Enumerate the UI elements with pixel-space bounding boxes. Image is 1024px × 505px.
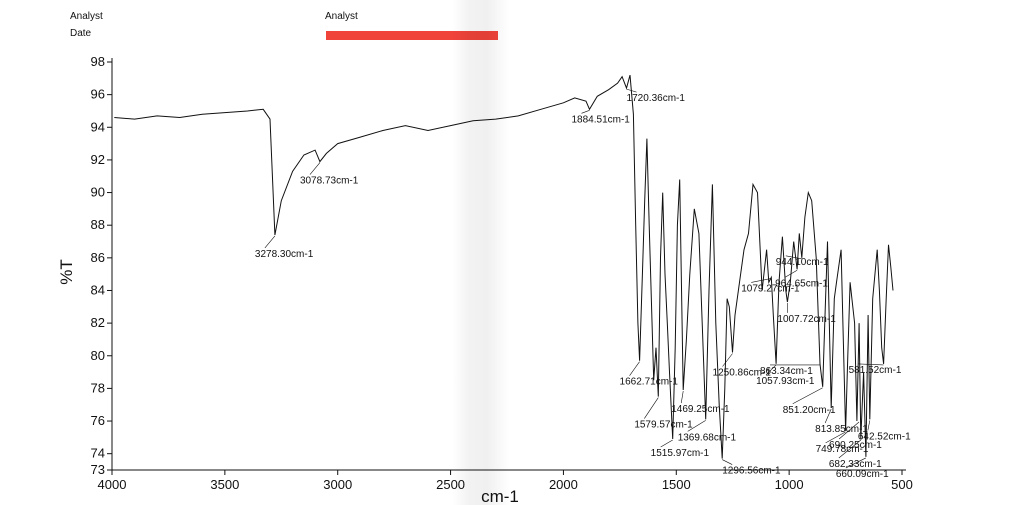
peak-label: 1515.97cm-1 <box>651 448 710 459</box>
peak-label: 1007.72cm-1 <box>777 314 836 325</box>
spectrum-line <box>114 74 894 459</box>
x-tick-label: 2500 <box>436 477 465 492</box>
peak-leader-line <box>751 278 772 283</box>
peak-leader-line <box>626 88 637 93</box>
y-tick-label: 73 <box>91 462 105 477</box>
peak-label: 851.20cm-1 <box>783 405 836 416</box>
peak-label: 1079.27cm-1 <box>741 283 800 294</box>
peak-leader-line <box>824 408 832 424</box>
peak-leader-line <box>687 420 706 432</box>
peak-leader-line <box>722 459 733 465</box>
peak-label: 3078.73cm-1 <box>300 176 359 187</box>
x-tick-label: 500 <box>891 477 913 492</box>
peak-leader-line <box>838 421 860 440</box>
x-tick-label: 3500 <box>210 477 239 492</box>
header-analyst-label: Analyst <box>70 11 103 22</box>
y-tick-label: 78 <box>91 380 105 395</box>
peak-label: 682.33cm-1 <box>829 459 882 470</box>
peak-leader-line <box>845 457 866 469</box>
peak-label: 690.25cm-1 <box>829 440 882 451</box>
peak-label: 1469.25cm-1 <box>671 404 730 415</box>
peak-leader-line <box>784 270 798 278</box>
scan-shadow <box>452 0 510 505</box>
peak-label: 1884.51cm-1 <box>571 114 630 125</box>
peak-label: 3278.30cm-1 <box>255 249 314 260</box>
peak-leader-line <box>680 390 684 404</box>
x-tick-label: 1500 <box>662 477 691 492</box>
peak-leader-line <box>792 387 823 405</box>
peak-label: 944.10cm-1 <box>776 257 829 268</box>
peak-annotations: 3278.30cm-1 3078.73cm-1 1884.51cm-1 1720.36… <box>255 88 911 480</box>
peak-leader-line <box>660 439 673 448</box>
peak-label: 1662.71cm-1 <box>620 377 679 388</box>
peak-leader-line <box>858 363 884 366</box>
y-tick-label: 82 <box>91 315 105 330</box>
peak-leader-line <box>629 361 640 376</box>
peak-label: 863.34cm-1 <box>760 366 813 377</box>
y-tick-label: 96 <box>91 87 105 102</box>
y-tick-label: 88 <box>91 217 105 232</box>
y-tick-label: 80 <box>91 348 105 363</box>
x-tick-label: 4000 <box>98 477 127 492</box>
y-tick-label: 90 <box>91 185 105 200</box>
peak-label: 1369.68cm-1 <box>678 432 737 443</box>
peak-label: 1296.56cm-1 <box>722 466 781 477</box>
peak-leader-line <box>867 420 871 431</box>
peak-leader-line <box>765 364 777 376</box>
redaction-bar <box>326 31 498 40</box>
peak-leader-line <box>309 162 321 175</box>
peak-leader-line <box>838 439 862 459</box>
peak-label: 964.65cm-1 <box>775 278 828 289</box>
y-tick-label: 76 <box>91 413 105 428</box>
peak-label: 1579.57cm-1 <box>634 420 693 431</box>
y-tick-label: 94 <box>91 119 105 134</box>
peak-label: 749.78cm-1 <box>816 444 869 455</box>
peak-leader-line <box>644 397 659 419</box>
y-axis-title: %T <box>57 259 76 285</box>
header-analyst-center: Analyst <box>325 11 358 22</box>
x-axis-title: cm-1 <box>481 487 519 505</box>
peak-label: 1250.86cm-1 <box>713 367 772 378</box>
peak-label: 642.52cm-1 <box>858 431 911 442</box>
peak-label: 581.52cm-1 <box>849 365 902 376</box>
peak-leader-line <box>825 431 846 444</box>
y-tick-label: 74 <box>91 446 105 461</box>
chart-axes <box>111 58 906 471</box>
y-tick-label: 84 <box>91 282 105 297</box>
peak-label: 813.85cm-1 <box>815 424 868 435</box>
peak-leader-line <box>785 255 802 260</box>
y-tick-label: 86 <box>91 250 105 265</box>
peak-leader-line <box>722 353 733 367</box>
x-tick-label: 2000 <box>549 477 578 492</box>
y-tick-label: 92 <box>91 152 105 167</box>
y-tick-label: 98 <box>91 54 105 69</box>
peak-leader-line <box>264 235 276 249</box>
peak-label: 1720.36cm-1 <box>627 93 686 104</box>
x-axis-ticks: 4000 3500 3000 2500 2000 1500 1000 500 <box>98 470 913 492</box>
x-tick-label: 1000 <box>775 477 804 492</box>
peak-leader-line <box>581 110 590 114</box>
peak-label: 1057.93cm-1 <box>756 376 815 387</box>
header-date-label: Date <box>70 28 92 39</box>
x-tick-label: 3000 <box>323 477 352 492</box>
peak-label: 660.09cm-1 <box>836 469 889 480</box>
